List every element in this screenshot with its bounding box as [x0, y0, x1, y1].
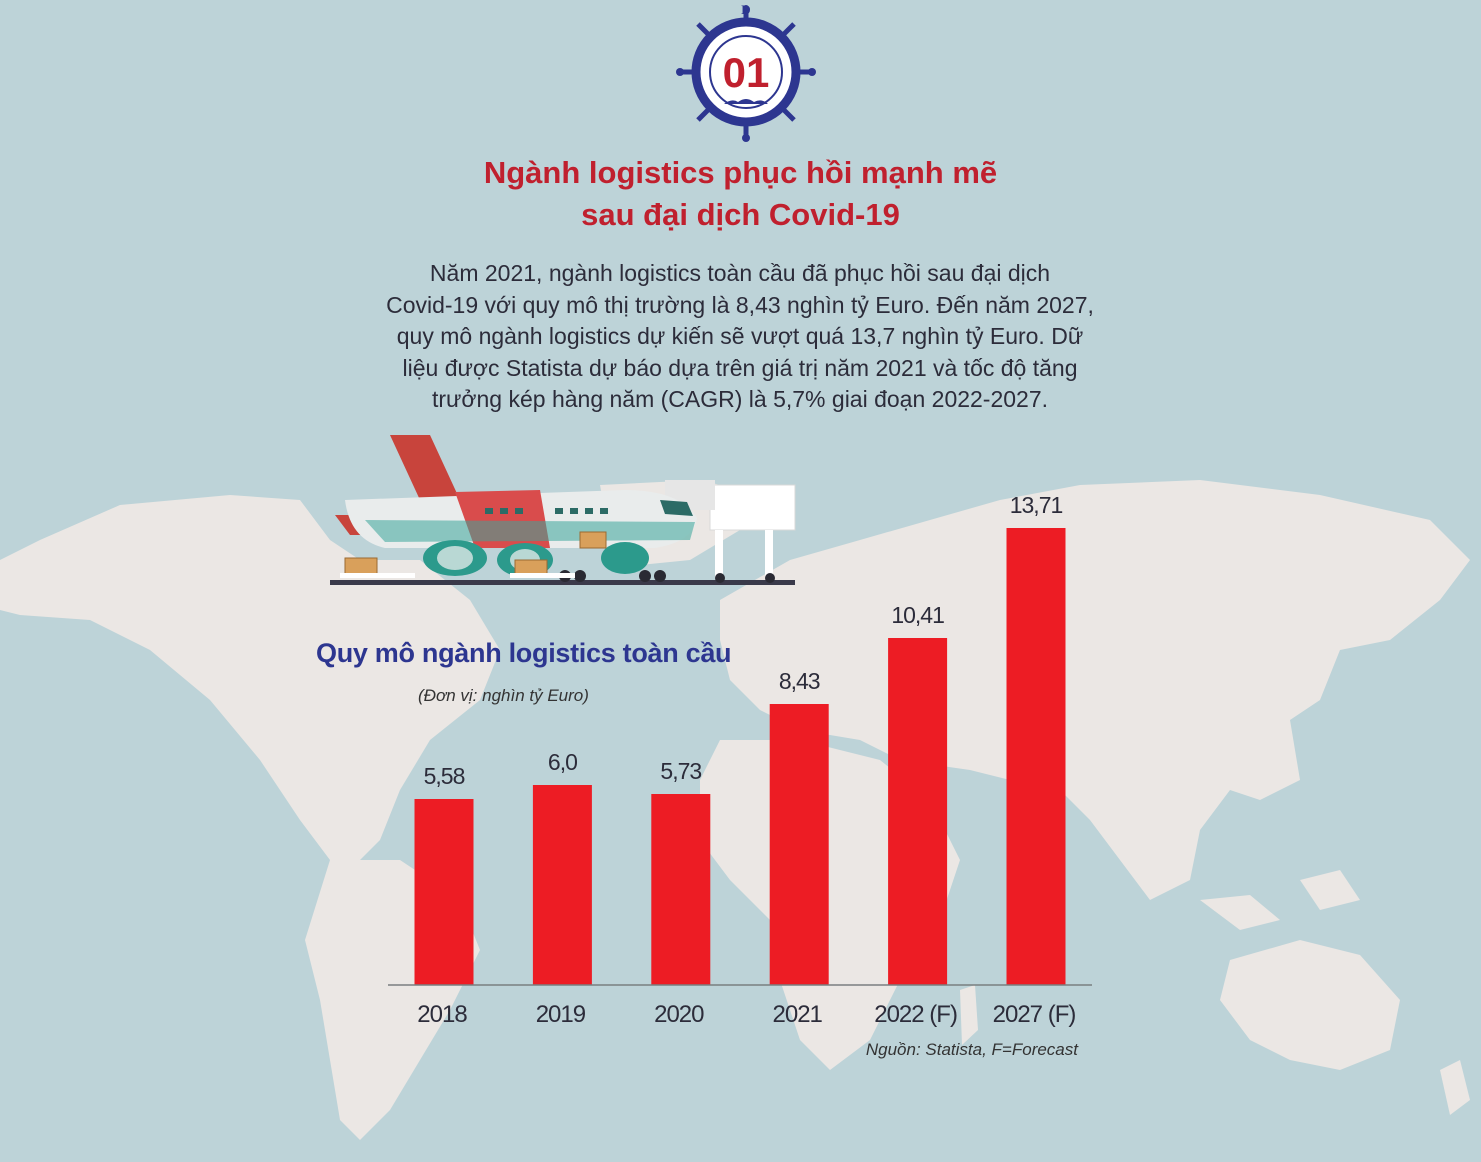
bar-2	[532, 785, 592, 985]
intro-line: Năm 2021, ngành logistics toàn cầu đã ph…	[429, 260, 1051, 286]
x-tick-label: 2021	[773, 1001, 823, 1028]
bar-value-label: 10,41	[891, 602, 944, 628]
bar-value-label: 6,0	[548, 749, 577, 775]
chart-source: Nguồn: Statista, F=Forecast	[865, 1040, 1078, 1059]
bar-value-label: 8,43	[779, 668, 820, 694]
bar-value-label: 5,58	[424, 763, 465, 789]
bar-4	[769, 704, 829, 985]
x-tick-label: 2018	[417, 1001, 467, 1028]
x-tick-label: 2020	[654, 1001, 704, 1028]
intro-line: trưởng kép hàng năm (CAGR) là 5,7% giai …	[431, 386, 1049, 412]
badge-number: 01	[723, 49, 770, 96]
ship-wheel-icon: D 01	[676, 2, 816, 142]
bar-1	[414, 799, 474, 985]
bar-3	[651, 794, 711, 985]
badge-letter: D	[741, 2, 750, 17]
cargo-plane-illustration	[330, 435, 796, 585]
intro-line: Covid-19 với quy mô thị trường là 8,43 n…	[386, 291, 1094, 318]
bar-value-label: 5,73	[660, 758, 701, 784]
x-tick-label: 2019	[536, 1001, 586, 1028]
intro-line: quy mô ngành logistics dự kiến sẽ vượt q…	[396, 323, 1084, 349]
bar-5	[888, 638, 948, 985]
x-tick-label: 2027 (F)	[993, 1001, 1076, 1028]
bar-6	[1006, 528, 1066, 985]
chart-title: Quy mô ngành logistics toàn cầu	[316, 638, 732, 668]
chart-unit: (Đơn vị: nghìn tỷ Euro)	[418, 686, 589, 705]
page-title: Ngành logistics phục hồi mạnh mẽ sau đại…	[0, 152, 1481, 236]
page-title-line-2: sau đại dịch Covid-19	[581, 197, 900, 232]
page-title-line-1: Ngành logistics phục hồi mạnh mẽ	[483, 155, 998, 190]
intro-line: liệu được Statista dự báo dựa trên giá t…	[402, 354, 1078, 381]
intro-paragraph: Năm 2021, ngành logistics toàn cầu đã ph…	[330, 258, 1150, 416]
x-tick-label: 2022 (F)	[874, 1001, 957, 1028]
bars-layer: 5,58 2018 6,0 2019 5,73 2020 8,43 2021 10,41 2022…	[414, 492, 1076, 1028]
bar-value-label: 13,71	[1010, 492, 1063, 518]
